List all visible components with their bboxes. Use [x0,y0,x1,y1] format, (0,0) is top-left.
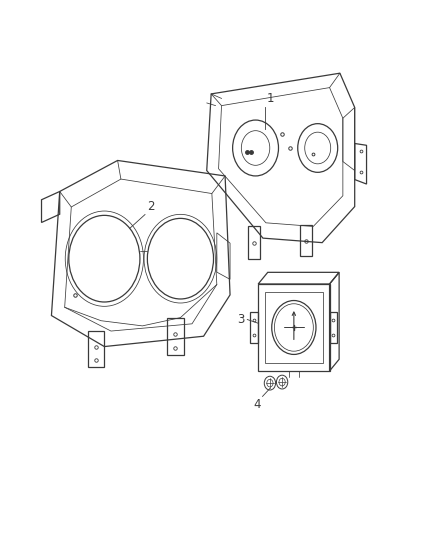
Text: 3: 3 [237,313,244,326]
Text: 1: 1 [267,92,274,105]
Text: 2: 2 [147,200,155,214]
Text: 4: 4 [253,398,261,411]
